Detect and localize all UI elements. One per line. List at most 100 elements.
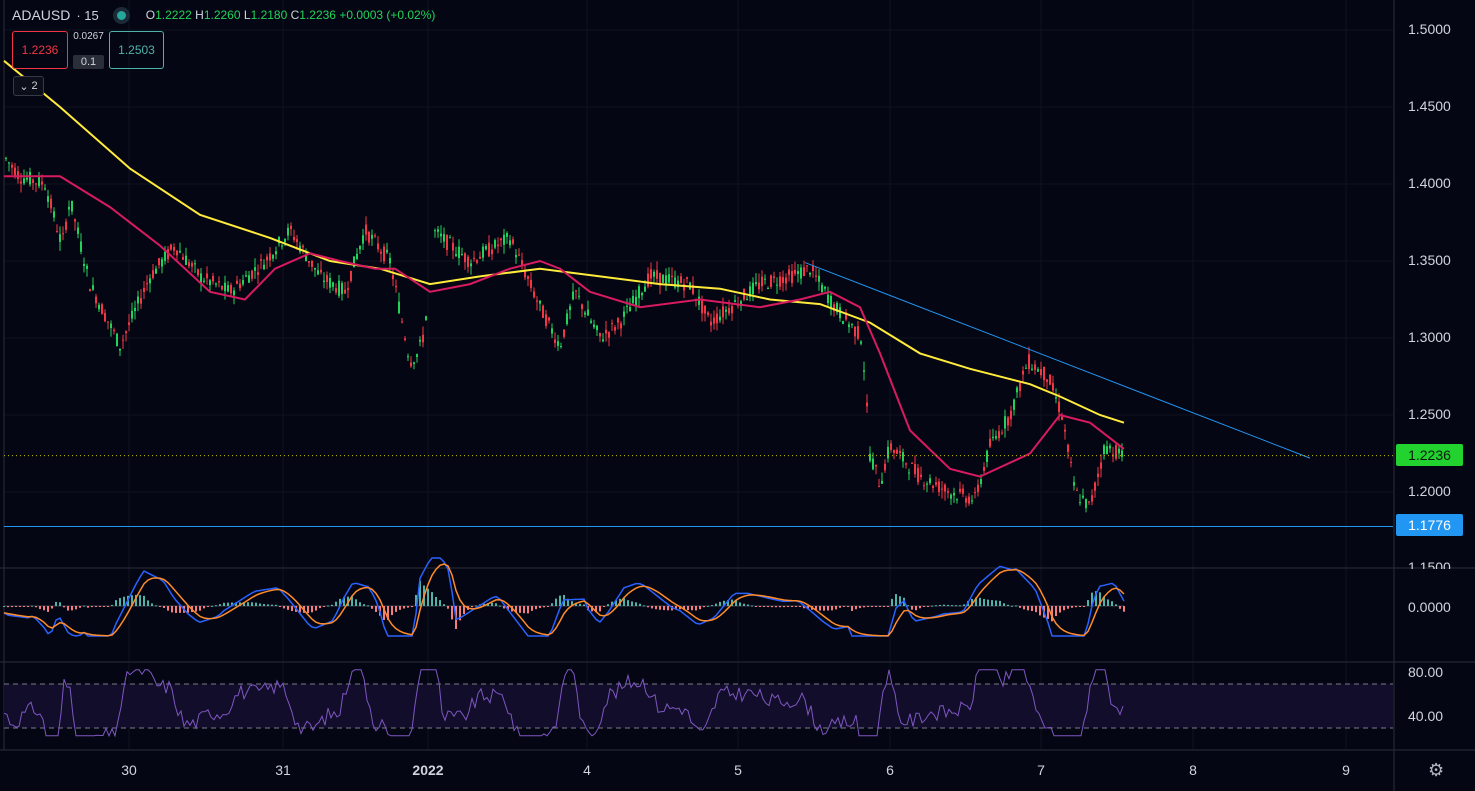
macd-histogram-bar xyxy=(1031,606,1033,612)
price-axis-label: 1.3500 xyxy=(1408,252,1451,268)
macd-histogram-bar xyxy=(775,606,777,608)
candle xyxy=(632,289,634,304)
macd-histogram-bar xyxy=(919,606,921,609)
macd-histogram-bar xyxy=(707,605,709,607)
candle xyxy=(821,282,823,293)
candle xyxy=(8,161,10,172)
candle xyxy=(938,478,940,497)
candle xyxy=(272,253,274,262)
macd-histogram-bar xyxy=(471,606,473,608)
macd-histogram-bar xyxy=(751,605,753,607)
candle xyxy=(56,224,58,233)
time-axis-label: 4 xyxy=(583,762,591,778)
candle xyxy=(23,169,25,186)
macd-histogram-bar xyxy=(891,598,893,606)
candle xyxy=(1112,446,1114,463)
candle xyxy=(476,259,478,265)
macd-histogram-bar xyxy=(823,606,825,611)
candle xyxy=(542,304,544,319)
macd-histogram-bar xyxy=(195,606,197,612)
candle xyxy=(527,275,529,287)
candle xyxy=(218,276,220,288)
time-axis-label: 31 xyxy=(275,762,291,778)
candle xyxy=(500,237,502,247)
macd-histogram-bar xyxy=(211,605,213,607)
chevron-down-icon: ⌄ xyxy=(19,80,29,93)
candle xyxy=(194,259,196,274)
chart-settings-gear-icon[interactable]: ⚙ xyxy=(1428,760,1445,780)
candle xyxy=(80,233,82,255)
rsi-band xyxy=(4,684,1393,728)
macd-histogram-bar xyxy=(907,605,909,607)
macd-histogram-bar xyxy=(1035,606,1037,613)
macd-histogram-bar xyxy=(1039,606,1041,616)
symbol-name[interactable]: ADAUSD xyxy=(12,7,71,23)
macd-histogram-bar xyxy=(1107,599,1109,606)
candle xyxy=(770,274,772,289)
macd-histogram-bar xyxy=(427,588,429,606)
horizontal-line-price-tag[interactable]: 1.1776 xyxy=(1396,514,1463,536)
macd-histogram-bar xyxy=(15,606,17,607)
macd-histogram-bar xyxy=(59,602,61,606)
candle xyxy=(182,253,184,261)
candle xyxy=(962,484,964,498)
candle xyxy=(713,310,715,330)
candle xyxy=(53,207,55,222)
interval-label[interactable]: · 15 xyxy=(76,7,99,23)
macd-histogram-bar xyxy=(91,606,93,608)
macd-histogram-bar xyxy=(499,605,501,607)
candle xyxy=(626,298,628,314)
candle xyxy=(947,487,949,499)
candle xyxy=(266,253,268,270)
candle xyxy=(233,287,235,305)
sell-button[interactable]: 1.2236 xyxy=(12,31,68,69)
candle xyxy=(263,259,265,270)
macd-histogram-bar xyxy=(199,606,201,611)
candle xyxy=(206,266,208,285)
macd-histogram-bar xyxy=(1095,591,1097,606)
macd-histogram-bar xyxy=(731,599,733,606)
rsi-line xyxy=(3,669,1124,738)
candle xyxy=(161,257,163,274)
candle xyxy=(440,225,442,243)
candle xyxy=(1034,360,1036,375)
quantity-input[interactable]: 0.1 xyxy=(73,55,104,69)
candle xyxy=(1085,498,1087,513)
candle xyxy=(1043,366,1045,387)
macd-histogram-bar xyxy=(1003,603,1005,606)
candle xyxy=(338,274,340,299)
price-axis-label: 1.2000 xyxy=(1408,483,1451,499)
candle xyxy=(344,281,346,295)
macd-histogram-bar xyxy=(63,606,65,608)
price-axis-label: 1.3000 xyxy=(1408,329,1451,345)
indicators-collapse-button[interactable]: ⌄ 2 xyxy=(13,76,44,96)
descending-trendline[interactable] xyxy=(804,262,1311,459)
candle xyxy=(422,326,424,348)
buy-button[interactable]: 1.2503 xyxy=(109,31,164,69)
candle xyxy=(50,194,52,214)
macd-histogram-bar xyxy=(935,605,937,607)
macd-histogram-bar xyxy=(627,600,629,606)
macd-histogram-bar xyxy=(43,606,45,611)
macd-histogram-bar xyxy=(35,606,37,608)
candle xyxy=(875,464,877,475)
macd-histogram-bar xyxy=(339,598,341,606)
candle xyxy=(482,243,484,262)
candle xyxy=(608,331,610,347)
macd-histogram-bar xyxy=(227,602,229,606)
candle xyxy=(1019,381,1021,398)
candle xyxy=(1103,443,1105,460)
macd-histogram-bar xyxy=(1103,596,1105,606)
candle xyxy=(830,293,832,316)
macd-histogram-bar xyxy=(351,596,353,606)
candle xyxy=(65,218,67,234)
candle xyxy=(731,304,733,321)
candle xyxy=(815,267,817,282)
macd-histogram-bar xyxy=(831,606,833,611)
macd-histogram-bar xyxy=(275,604,277,606)
candle xyxy=(995,430,997,441)
candle xyxy=(1079,494,1081,506)
macd-histogram-bar xyxy=(3,606,5,607)
candle xyxy=(383,243,385,265)
